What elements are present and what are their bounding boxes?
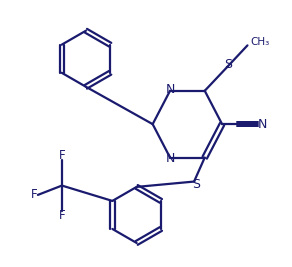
Text: CH₃: CH₃ (250, 37, 270, 47)
Text: S: S (192, 178, 200, 191)
Text: N: N (258, 118, 267, 131)
Text: N: N (165, 152, 175, 165)
Text: F: F (59, 209, 66, 222)
Text: F: F (31, 188, 37, 201)
Text: S: S (225, 58, 232, 71)
Text: N: N (165, 83, 175, 96)
Text: F: F (59, 149, 66, 162)
